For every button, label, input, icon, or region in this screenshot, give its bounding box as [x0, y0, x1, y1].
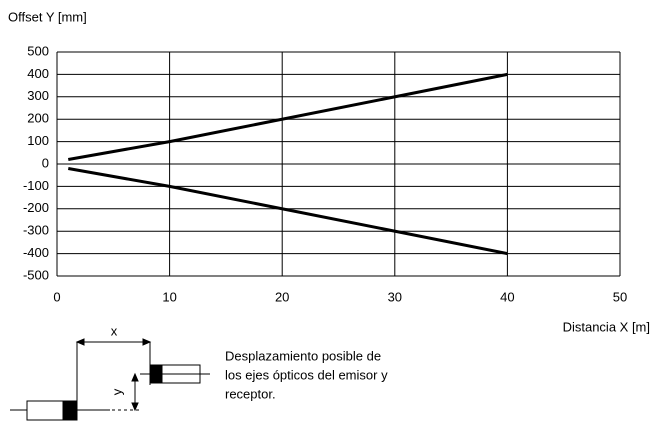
x-tick-label: 30 — [388, 289, 402, 304]
setup-diagram — [10, 338, 210, 421]
x-axis-label: Distancia X [m] — [563, 319, 650, 334]
x-tick-label: 20 — [275, 289, 289, 304]
x-symbol: x — [111, 323, 118, 338]
y-tick-label: -300 — [23, 223, 49, 238]
x-tick-label: 50 — [613, 289, 627, 304]
caption-line: Desplazamiento posible de — [225, 348, 381, 363]
y-axis-label: Offset Y [mm] — [8, 9, 87, 24]
y-tick-label: -200 — [23, 200, 49, 215]
data-line — [67, 167, 508, 256]
data-line — [67, 72, 508, 161]
x-tick-label: 0 — [53, 289, 60, 304]
y-tick-label: -500 — [23, 267, 49, 282]
y-tick-label: 300 — [27, 88, 49, 103]
y-symbol: y — [109, 388, 124, 395]
x-tick-label: 40 — [500, 289, 514, 304]
y-tick-label: 400 — [27, 66, 49, 81]
y-tick-label: -100 — [23, 178, 49, 193]
y-tick-label: 0 — [42, 155, 49, 170]
caption-line: receptor. — [225, 386, 276, 401]
y-tick-label: 200 — [27, 111, 49, 126]
caption-line: los ejes ópticos del emisor y — [225, 367, 388, 382]
y-tick-label: -400 — [23, 245, 49, 260]
y-tick-label: 500 — [27, 43, 49, 58]
x-tick-label: 10 — [162, 289, 176, 304]
y-tick-label: 100 — [27, 133, 49, 148]
